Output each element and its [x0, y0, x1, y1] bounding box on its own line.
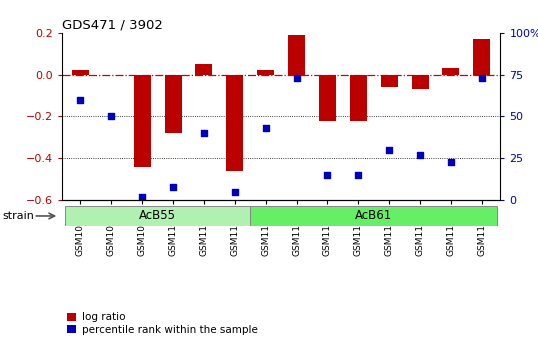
Point: [416, 152, 424, 158]
Point: [261, 125, 270, 131]
Point: [138, 194, 146, 199]
Bar: [226, 75, 243, 171]
Point: [107, 114, 116, 119]
Bar: [288, 35, 305, 75]
Bar: [72, 70, 89, 75]
Bar: [250, 206, 497, 226]
Point: [478, 75, 486, 81]
Point: [354, 172, 363, 178]
Point: [76, 97, 84, 102]
Point: [292, 75, 301, 81]
Bar: [412, 75, 429, 89]
Bar: [473, 39, 490, 75]
Text: GDS471 / 3902: GDS471 / 3902: [62, 19, 162, 32]
Bar: [381, 75, 398, 87]
Text: AcB61: AcB61: [355, 209, 392, 223]
Point: [323, 172, 332, 178]
Bar: [257, 70, 274, 75]
Bar: [165, 75, 181, 133]
Bar: [442, 68, 459, 75]
Point: [169, 184, 178, 189]
Text: AcB55: AcB55: [139, 209, 176, 223]
Text: strain: strain: [3, 211, 34, 221]
Bar: [195, 64, 213, 75]
Bar: [350, 75, 367, 121]
Point: [447, 159, 455, 164]
Point: [230, 189, 239, 195]
Point: [200, 130, 208, 136]
Point: [385, 147, 393, 152]
Bar: [319, 75, 336, 121]
Bar: [65, 206, 250, 226]
Legend: log ratio, percentile rank within the sample: log ratio, percentile rank within the sa…: [67, 312, 258, 335]
Bar: [133, 75, 151, 167]
